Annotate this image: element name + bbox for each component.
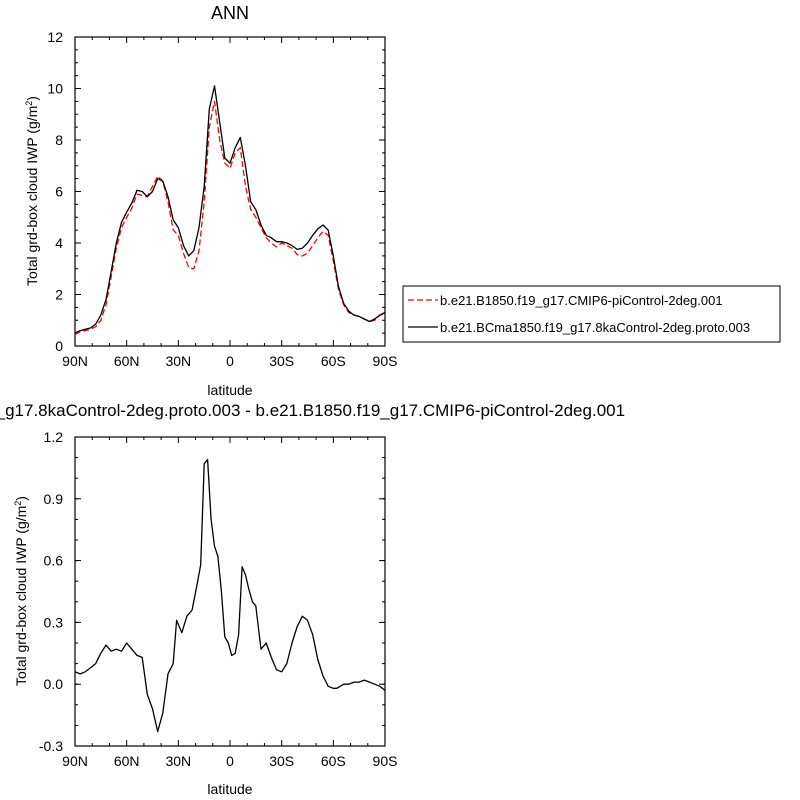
top-x-tick-label: 90S <box>373 353 398 369</box>
bottom-y-axis-label-close: ) <box>13 496 29 501</box>
bottom-y-tick-label: 0.0 <box>44 676 64 692</box>
top-y-axis-label: Total grd-box cloud IWP (g/m2) <box>24 96 40 286</box>
bottom-y-tick-label: -0.3 <box>39 738 63 754</box>
bottom-x-axis-label: latitude <box>207 781 252 797</box>
legend-label-piControl: b.e21.B1850.f19_g17.CMIP6-piControl-2deg… <box>440 293 723 308</box>
bottom-x-tick-label: 90N <box>62 753 88 769</box>
bottom-y-axis-label: Total grd-box cloud IWP (g/m2) <box>13 496 29 686</box>
bottom-y-tick-label: 0.6 <box>44 553 64 569</box>
bottom-panel: b.e21.BCma1850.f19_g17.8kaControl-2deg.p… <box>0 401 625 797</box>
bottom-y-tick-label: 0.9 <box>44 491 64 507</box>
bottom-plot-area: 90N 60N 30N 0 30S 60S 90S -0.3 0.0 0.3 0.6 0.9 1.2 <box>39 429 398 769</box>
top-y-tick-label: 6 <box>55 184 63 200</box>
top-y-tick-label: 0 <box>55 338 63 354</box>
bottom-y-tick-label: 1.2 <box>44 429 64 445</box>
top-x-tick-label: 60N <box>114 353 140 369</box>
bottom-x-tick-label: 60S <box>321 753 346 769</box>
bottom-panel-title: b.e21.BCma1850.f19_g17.8kaControl-2deg.p… <box>0 401 625 420</box>
top-x-tick-label: 90N <box>62 353 88 369</box>
bottom-x-tick-label: 90S <box>373 753 398 769</box>
top-y-axis-label-superscript: 2 <box>24 101 34 106</box>
top-x-tick-label: 30N <box>165 353 191 369</box>
top-series-line-1 <box>74 85 386 334</box>
legend-label-8kaControl: b.e21.BCma1850.f19_g17.8kaControl-2deg.p… <box>440 320 750 335</box>
legend-box <box>402 285 781 343</box>
top-series-line-0 <box>74 100 386 335</box>
top-panel: ANN latitude Total grd-box cloud IWP (g/… <box>24 3 781 398</box>
top-x-tick-label: 60S <box>321 353 346 369</box>
top-x-tick-label: 30S <box>269 353 294 369</box>
top-y-axis-label-close: ) <box>24 96 40 101</box>
bottom-y-axis-label-superscript: 2 <box>13 501 23 506</box>
top-y-tick-label: 10 <box>47 81 63 97</box>
top-y-tick-label: 4 <box>55 235 63 251</box>
top-x-axis-label: latitude <box>207 382 252 398</box>
bottom-series-line-0 <box>74 459 386 733</box>
bottom-x-tick-label: 30N <box>165 753 191 769</box>
top-x-tick-label: 0 <box>226 353 234 369</box>
top-y-tick-label: 2 <box>55 287 63 303</box>
bottom-y-axis-label-main: Total grd-box cloud IWP (g/m <box>13 506 29 686</box>
top-y-tick-label: 12 <box>47 29 63 45</box>
bottom-y-tick-label: 0.3 <box>44 614 64 630</box>
top-panel-title: ANN <box>211 3 249 23</box>
bottom-x-tick-label: 60N <box>114 753 140 769</box>
bottom-x-tick-label: 30S <box>269 753 294 769</box>
top-y-axis-label-main: Total grd-box cloud IWP (g/m <box>24 106 40 286</box>
bottom-x-tick-label: 0 <box>226 753 234 769</box>
top-y-tick-label: 8 <box>55 132 63 148</box>
top-plot-frame <box>74 36 386 347</box>
top-plot-area: 90N 60N 30N 0 30S 60S 90S 0 2 4 6 8 10 12 <box>47 29 397 369</box>
bottom-plot-frame <box>74 436 386 747</box>
legend: b.e21.B1850.f19_g17.CMIP6-piControl-2deg… <box>402 285 781 343</box>
